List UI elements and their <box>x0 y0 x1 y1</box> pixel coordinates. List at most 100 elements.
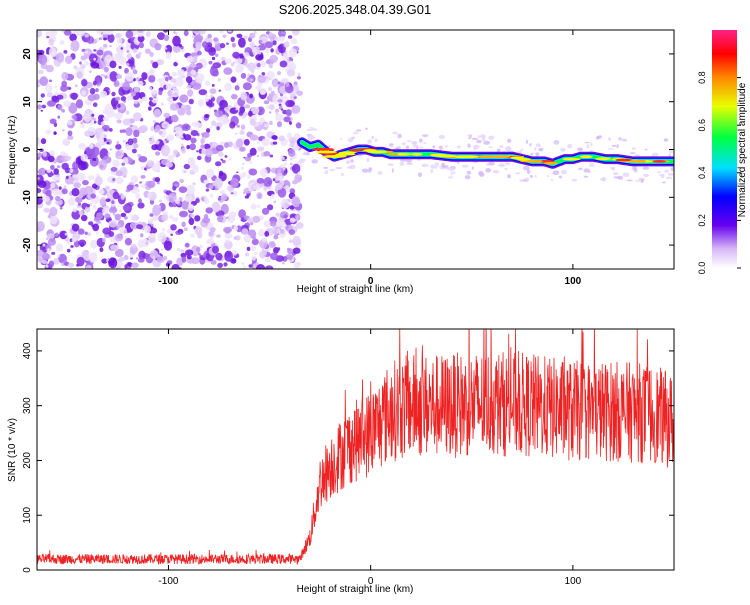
heatmap-y-tick-label: -10 <box>22 190 33 205</box>
heatmap-noise-cell <box>209 88 217 95</box>
heatmap-noise-cell <box>275 212 280 218</box>
heatmap-scatter-cell <box>421 134 429 138</box>
heatmap-scatter-cell <box>493 169 500 174</box>
heatmap-noise-cell <box>148 138 155 145</box>
heatmap-scatter-cell <box>366 157 370 163</box>
heatmap-noise-cell <box>246 246 251 251</box>
heatmap-noise-cell <box>235 107 239 111</box>
heatmap-noise-cell <box>204 198 210 205</box>
snr-y-tick-label: 200 <box>22 452 33 469</box>
heatmap-noise-cell <box>287 248 294 255</box>
heatmap-noise-cell <box>102 43 108 48</box>
heatmap-scatter-cell <box>466 170 471 175</box>
heatmap-noise-cell <box>157 181 160 185</box>
heatmap-noise-cell <box>37 249 44 257</box>
heatmap-noise-cell <box>106 109 115 118</box>
heatmap-noise-cell <box>126 184 134 191</box>
heatmap-noise-cell <box>264 265 274 269</box>
heatmap-noise-cell <box>170 114 179 123</box>
heatmap-noise-cell <box>48 47 57 57</box>
heatmap-noise-cell <box>157 254 161 258</box>
heatmap-noise-cell <box>163 30 168 33</box>
heatmap-noise-cell <box>259 89 266 95</box>
heatmap-noise-cell <box>117 52 124 59</box>
heatmap-noise-cell <box>205 94 208 98</box>
heatmap-noise-cell <box>211 120 216 126</box>
heatmap-noise-cell <box>76 172 86 181</box>
heatmap-noise-cell <box>71 188 80 197</box>
heatmap-noise-cell <box>144 225 151 234</box>
heatmap-scatter-cell <box>351 136 356 139</box>
heatmap-noise-cell <box>202 217 211 224</box>
heatmap-scatter-cell <box>377 170 383 175</box>
heatmap-noise-cell <box>183 30 189 37</box>
heatmap-noise-cell <box>137 80 144 87</box>
heatmap-noise-cell <box>89 239 98 249</box>
heatmap-noise-cell <box>146 180 156 189</box>
heatmap-noise-cell <box>215 252 223 261</box>
heatmap-noise-cell <box>130 91 136 97</box>
heatmap-noise-cell <box>165 82 173 91</box>
heatmap-noise-cell <box>294 173 303 183</box>
heatmap-noise-cell <box>46 100 56 107</box>
heatmap-noise-cell <box>217 197 221 201</box>
heatmap-noise-cell <box>176 60 179 63</box>
heatmap-scatter-cell <box>534 147 537 151</box>
heatmap-noise-cell <box>92 102 98 107</box>
heatmap-noise-cell <box>263 100 270 105</box>
heatmap-noise-cell <box>227 104 232 108</box>
snr-y-axis-label: SNR (10 * v/v) <box>7 418 18 482</box>
heatmap-noise-cell <box>236 171 239 174</box>
heatmap-scatter-cell <box>664 169 670 173</box>
heatmap-noise-cell <box>152 120 157 123</box>
heatmap-noise-cell <box>41 259 48 265</box>
heatmap-noise-cell <box>213 37 219 42</box>
heatmap-scatter-cell <box>310 128 318 131</box>
heatmap-scatter-cell <box>499 145 504 148</box>
heatmap-scatter-cell <box>324 170 329 174</box>
heatmap-noise-cell <box>269 220 277 227</box>
heatmap-noise-cell <box>86 36 95 44</box>
heatmap-noise-cell <box>129 253 134 258</box>
heatmap-scatter-cell <box>412 144 419 148</box>
heatmap-noise-cell <box>219 43 226 49</box>
heatmap-noise-cell <box>65 175 69 180</box>
heatmap-scatter-cell <box>355 129 362 132</box>
heatmap-noise-cell <box>55 195 61 202</box>
heatmap-noise-cell <box>259 168 268 178</box>
colorbar-tick-label: 0.0 <box>697 262 707 275</box>
heatmap-noise-cell <box>138 198 142 203</box>
heatmap-noise-cell <box>289 188 296 195</box>
heatmap-noise-cell <box>153 108 162 118</box>
heatmap-noise-cell <box>181 256 187 263</box>
heatmap-noise-cell <box>138 250 146 260</box>
heatmap-noise-cell <box>108 257 118 269</box>
heatmap-noise-cell <box>199 30 206 35</box>
heatmap-noise-cell <box>234 85 240 91</box>
heatmap-noise-cell <box>61 108 65 113</box>
heatmap-scatter-cell <box>488 146 493 149</box>
heatmap-noise-cell <box>234 132 238 135</box>
heatmap-noise-cell <box>219 114 229 126</box>
heatmap-noise-cell <box>216 215 224 223</box>
heatmap-noise-cell <box>208 47 217 56</box>
heatmap-noise-cell <box>103 66 109 73</box>
heatmap-noise-cell <box>249 42 255 48</box>
heatmap-noise-cell <box>238 146 246 152</box>
heatmap-scatter-cell <box>583 168 590 173</box>
heatmap-noise-cell <box>42 252 50 261</box>
snr-x-tick-label: 0 <box>368 576 374 587</box>
heatmap-noise-cell <box>91 113 95 117</box>
heatmap-noise-cell <box>75 99 84 109</box>
heatmap-noise-cell <box>283 52 289 59</box>
heatmap-scatter-cell <box>300 159 307 161</box>
heatmap-noise-cell <box>235 63 245 73</box>
heatmap-noise-cell <box>125 45 132 52</box>
heatmap-noise-cell <box>185 76 193 84</box>
heatmap-noise-cell <box>295 122 302 129</box>
heatmap-noise-cell <box>208 231 214 237</box>
heatmap-scatter-cell <box>448 176 454 179</box>
heatmap-scatter-cell <box>308 134 314 137</box>
heatmap-scatter-cell <box>441 162 445 167</box>
heatmap-noise-cell <box>265 41 274 49</box>
